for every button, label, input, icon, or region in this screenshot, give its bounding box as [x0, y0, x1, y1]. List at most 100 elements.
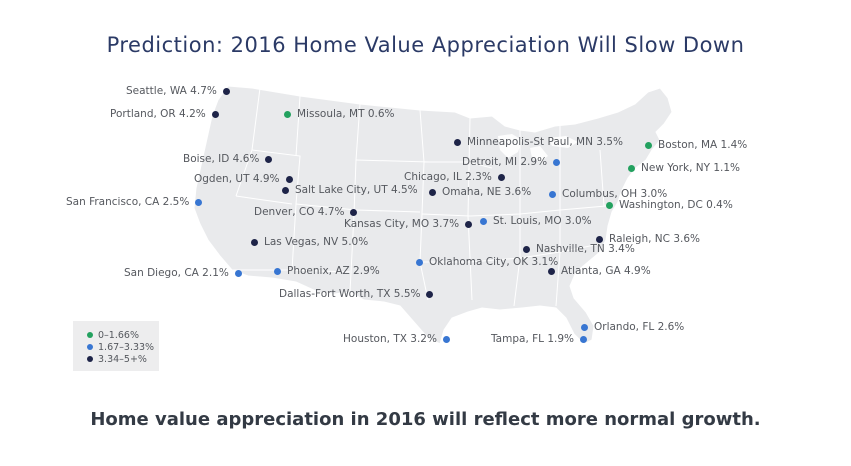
- city-columbus: Columbus, OH 3.0%: [549, 188, 667, 200]
- city-portland: Portland, OR 4.2%: [110, 108, 219, 120]
- legend-label: 3.34–5+%: [98, 353, 147, 365]
- city-detroit: Detroit, MI 2.9%: [462, 156, 561, 168]
- city-label: Minneapolis-St Paul, MN 3.5%: [467, 136, 623, 148]
- city-label: Ogden, UT 4.9%: [194, 173, 280, 185]
- city-label: Kansas City, MO 3.7%: [344, 218, 460, 230]
- city-dot: [548, 267, 555, 275]
- city-label: Washington, DC 0.4%: [619, 199, 733, 211]
- city-dallas: Dallas-Fort Worth, TX 5.5%: [279, 288, 434, 300]
- city-dot: [549, 190, 556, 198]
- city-dot: [606, 201, 613, 209]
- city-new-york: New York, NY 1.1%: [628, 162, 740, 174]
- legend-dot: [87, 344, 93, 350]
- city-st-louis: St. Louis, MO 3.0%: [480, 215, 592, 227]
- city-dot: [553, 158, 561, 166]
- city-oklahoma-city: Oklahoma City, OK 3.1%: [416, 256, 558, 268]
- city-dot: [282, 186, 289, 194]
- city-dot: [222, 87, 230, 95]
- city-san-diego: San Diego, CA 2.1%: [124, 267, 242, 279]
- city-dot: [350, 208, 358, 216]
- city-label: Phoenix, AZ 2.9%: [287, 265, 380, 277]
- city-denver: Denver, CO 4.7%: [254, 206, 358, 218]
- city-missoula: Missoula, MT 0.6%: [284, 108, 395, 120]
- city-dot: [426, 290, 434, 298]
- city-label: Salt Lake City, UT 4.5%: [295, 184, 418, 196]
- city-dot: [195, 198, 203, 206]
- city-label: Nashville, TN 3.4%: [536, 243, 635, 255]
- city-dot: [265, 155, 273, 163]
- city-dot: [465, 220, 473, 228]
- city-washington: Washington, DC 0.4%: [606, 199, 733, 211]
- city-label: San Francisco, CA 2.5%: [66, 196, 190, 208]
- city-dot: [523, 245, 530, 253]
- city-houston: Houston, TX 3.2%: [343, 333, 450, 345]
- city-chicago: Chicago, IL 2.3%: [404, 171, 505, 183]
- city-dot: [274, 267, 281, 275]
- city-label: Missoula, MT 0.6%: [297, 108, 395, 120]
- city-boston: Boston, MA 1.4%: [645, 139, 747, 151]
- city-label: Omaha, NE 3.6%: [442, 186, 532, 198]
- legend-item-high: 3.34–5+%: [87, 353, 159, 365]
- city-label: Portland, OR 4.2%: [110, 108, 206, 120]
- great-lakes: [498, 134, 578, 162]
- city-nashville: Nashville, TN 3.4%: [523, 243, 635, 255]
- city-label: Dallas-Fort Worth, TX 5.5%: [279, 288, 421, 300]
- city-label: Seattle, WA 4.7%: [126, 85, 217, 97]
- city-las-vegas: Las Vegas, NV 5.0%: [251, 236, 368, 248]
- city-label: San Diego, CA 2.1%: [124, 267, 229, 279]
- city-label: Boise, ID 4.6%: [183, 153, 260, 165]
- city-label: Raleigh, NC 3.6%: [609, 233, 700, 245]
- city-dot: [211, 110, 219, 118]
- caption: Home value appreciation in 2016 will ref…: [90, 409, 761, 430]
- city-label: Houston, TX 3.2%: [343, 333, 437, 345]
- city-dot: [497, 173, 505, 181]
- city-kansas-city: Kansas City, MO 3.7%: [344, 218, 473, 230]
- legend-item-low: 0–1.66%: [87, 329, 159, 341]
- us-landmass: [193, 85, 673, 345]
- city-dot: [416, 258, 423, 266]
- city-salt-lake-city: Salt Lake City, UT 4.5%: [282, 184, 418, 196]
- city-label: Columbus, OH 3.0%: [562, 188, 668, 200]
- city-label: New York, NY 1.1%: [641, 162, 741, 174]
- city-san-francisco: San Francisco, CA 2.5%: [66, 196, 203, 208]
- city-dot: [581, 323, 588, 331]
- city-omaha: Omaha, NE 3.6%: [429, 186, 531, 198]
- city-dot: [442, 335, 450, 343]
- city-label: St. Louis, MO 3.0%: [493, 215, 592, 227]
- map-title: Prediction: 2016 Home Value Appreciation…: [106, 33, 745, 57]
- city-label: Chicago, IL 2.3%: [404, 171, 492, 183]
- city-label: Denver, CO 4.7%: [254, 206, 345, 218]
- city-dot: [284, 110, 291, 118]
- city-phoenix: Phoenix, AZ 2.9%: [274, 265, 380, 277]
- city-atlanta: Atlanta, GA 4.9%: [548, 265, 651, 277]
- legend-label: 1.67–3.33%: [98, 341, 155, 353]
- city-label: Boston, MA 1.4%: [658, 139, 748, 151]
- city-dot: [429, 188, 436, 196]
- city-dot: [285, 175, 293, 183]
- city-label: Tampa, FL 1.9%: [491, 333, 575, 345]
- legend-dot: [87, 356, 93, 362]
- map-legend: 0–1.66% 1.67–3.33% 3.34–5+%: [73, 321, 159, 371]
- city-dot: [580, 335, 588, 343]
- city-dot: [234, 269, 242, 277]
- city-orlando: Orlando, FL 2.6%: [581, 321, 684, 333]
- city-tampa: Tampa, FL 1.9%: [491, 333, 588, 345]
- legend-label: 0–1.66%: [98, 329, 139, 341]
- city-boise: Boise, ID 4.6%: [183, 153, 273, 165]
- legend-item-mid: 1.67–3.33%: [87, 341, 159, 353]
- city-dot: [628, 164, 635, 172]
- city-dot: [480, 217, 487, 225]
- city-label: Orlando, FL 2.6%: [594, 321, 685, 333]
- city-ogden: Ogden, UT 4.9%: [194, 173, 293, 185]
- city-label: Atlanta, GA 4.9%: [561, 265, 651, 277]
- city-raleigh: Raleigh, NC 3.6%: [596, 233, 700, 245]
- city-label: Las Vegas, NV 5.0%: [264, 236, 369, 248]
- city-label: Oklahoma City, OK 3.1%: [429, 256, 559, 268]
- city-seattle: Seattle, WA 4.7%: [126, 85, 230, 97]
- city-dot: [251, 238, 258, 246]
- city-dot: [645, 141, 652, 149]
- legend-dot: [87, 332, 93, 338]
- city-dot: [596, 235, 603, 243]
- city-minneapolis: Minneapolis-St Paul, MN 3.5%: [454, 136, 623, 148]
